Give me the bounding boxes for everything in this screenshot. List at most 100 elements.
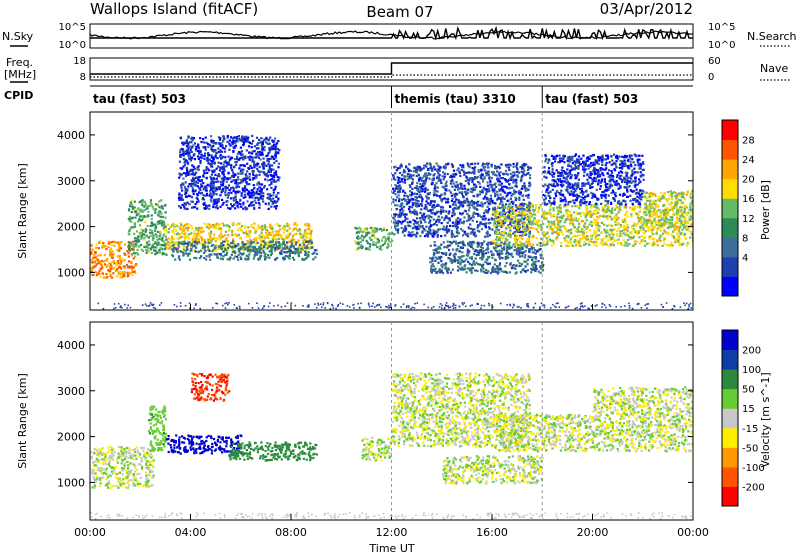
heatmap-cell — [468, 179, 471, 182]
heatmap-cell — [495, 246, 498, 249]
heatmap-cell — [163, 243, 166, 247]
heatmap-cell — [405, 203, 408, 206]
heatmap-cell — [506, 186, 509, 189]
heatmap-cell — [202, 243, 205, 246]
heatmap-cell — [499, 171, 502, 174]
heatmap-cell — [356, 237, 360, 241]
heatmap-cell — [468, 218, 471, 222]
heatmap-cell — [558, 216, 562, 219]
heatmap-cell — [207, 145, 210, 148]
heatmap-cell — [260, 154, 263, 157]
heatmap-cell — [203, 171, 206, 174]
heatmap-cell — [234, 140, 237, 143]
heatmap-cell — [549, 239, 552, 242]
heatmap-cell — [304, 229, 307, 232]
heatmap-cell — [355, 227, 359, 230]
heatmap-cell — [267, 162, 270, 165]
heatmap-cell — [262, 236, 265, 239]
heatmap-cell — [601, 209, 604, 212]
heatmap-cell — [243, 164, 246, 167]
heatmap-cell — [465, 176, 468, 179]
heatmap-cell — [179, 151, 182, 154]
heatmap-cell — [532, 261, 535, 264]
heatmap-cell — [489, 203, 492, 206]
heatmap-cell — [429, 244, 432, 247]
nsky-label: N.Sky — [2, 30, 34, 43]
heatmap-cell — [406, 178, 409, 181]
heatmap-cell — [232, 150, 235, 153]
heatmap-cell — [212, 184, 215, 187]
heatmap-cell — [273, 205, 276, 208]
heatmap-cell — [660, 235, 663, 238]
heatmap-cell — [514, 220, 517, 223]
heatmap-cell — [402, 189, 405, 192]
heatmap-cell — [244, 195, 247, 199]
heatmap-cell — [397, 228, 400, 231]
heatmap-cell — [226, 140, 229, 143]
heatmap-cell — [428, 203, 431, 206]
heatmap-cell — [399, 209, 402, 212]
heatmap-cell — [471, 162, 474, 165]
heatmap-cell — [398, 177, 401, 180]
heatmap-cell — [459, 241, 462, 244]
heatmap-cell — [195, 241, 198, 244]
heatmap-cell — [444, 163, 447, 166]
heatmap-cell — [260, 144, 263, 147]
heatmap-cell — [149, 235, 152, 238]
heatmap-cell — [192, 171, 195, 174]
heatmap-cell — [467, 250, 470, 253]
heatmap-cell — [429, 173, 432, 176]
heatmap-cell — [440, 216, 444, 219]
heatmap-cell — [494, 182, 497, 185]
heatmap-cell — [362, 236, 365, 239]
heatmap-cell — [477, 253, 480, 256]
heatmap-cell — [235, 246, 238, 249]
heatmap-cell — [194, 183, 197, 186]
heatmap-cell — [154, 253, 157, 256]
heatmap-cell — [504, 237, 507, 240]
heatmap-cell — [164, 211, 167, 214]
heatmap-cell — [208, 158, 211, 161]
heatmap-cell — [265, 242, 268, 245]
heatmap-cell — [417, 200, 420, 203]
heatmap-cell — [249, 248, 252, 251]
heatmap-cell — [204, 250, 207, 253]
heatmap-cell — [433, 211, 436, 214]
heatmap-cell — [242, 139, 245, 142]
heatmap-cell — [131, 240, 135, 243]
heatmap-cell — [355, 248, 358, 251]
heatmap-cell — [462, 171, 466, 174]
heatmap-cell — [104, 244, 107, 248]
heatmap-cell — [421, 230, 424, 233]
heatmap-cell — [437, 245, 440, 248]
heatmap-cell — [418, 195, 421, 199]
heatmap-cell — [518, 252, 521, 255]
heatmap-cell — [652, 233, 655, 236]
heatmap-cell — [102, 245, 105, 248]
heatmap-cell — [222, 140, 225, 143]
heatmap-cell — [461, 229, 464, 232]
heatmap-cell — [284, 243, 287, 246]
heatmap-cell — [258, 249, 261, 252]
heatmap-cell — [212, 234, 215, 237]
heatmap-cell — [110, 267, 113, 270]
heatmap-cell — [583, 241, 586, 244]
heatmap-cell — [161, 248, 164, 251]
heatmap-cell — [445, 262, 448, 265]
heatmap-cell — [151, 229, 154, 233]
heatmap-cell — [255, 154, 258, 157]
heatmap-cell — [394, 224, 397, 227]
heatmap-cell — [502, 172, 505, 175]
heatmap-cell — [491, 213, 494, 216]
heatmap-cell — [152, 207, 155, 211]
heatmap-cell — [539, 244, 542, 247]
heatmap-cell — [208, 204, 211, 207]
heatmap-cell — [270, 246, 273, 249]
heatmap-cell — [140, 248, 143, 251]
heatmap-cell — [216, 256, 219, 259]
heatmap-cell — [267, 233, 270, 236]
heatmap-cell — [503, 246, 506, 249]
heatmap-cell — [249, 250, 252, 253]
heatmap-cell — [403, 178, 407, 182]
heatmap-cell — [133, 222, 136, 225]
